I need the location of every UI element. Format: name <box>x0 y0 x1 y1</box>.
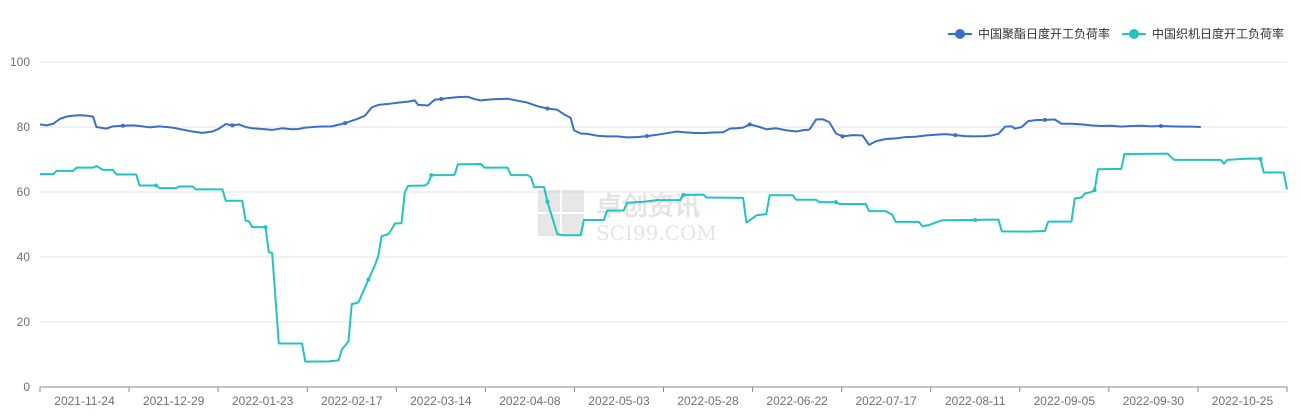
series-layer <box>39 95 1288 363</box>
y-tick-label: 0 <box>23 380 30 394</box>
series-point-1[interactable] <box>120 123 125 128</box>
series-point-2[interactable] <box>154 183 159 188</box>
x-tick-label: 2022-07-17 <box>855 394 917 408</box>
x-tick-label: 2022-08-11 <box>945 394 1006 408</box>
series-point-2[interactable] <box>1092 188 1097 193</box>
series-point-1[interactable] <box>1042 117 1047 122</box>
legend[interactable]: 中国聚酯日度开工负荷率 中国织机日度开工负荷率 <box>948 26 1284 41</box>
x-tick-label: 2022-09-05 <box>1034 394 1096 408</box>
x-tick-label: 2022-04-08 <box>499 394 561 408</box>
y-tick-label: 100 <box>10 55 30 69</box>
y-axis: 0 20 40 60 80 100 <box>10 55 30 394</box>
series-point-2[interactable] <box>833 200 838 205</box>
series-point-1[interactable] <box>840 134 845 139</box>
x-tick-label: 2022-05-28 <box>677 394 739 408</box>
legend-marker-icon <box>955 29 965 39</box>
series-point-1[interactable] <box>644 134 649 139</box>
x-tick-label: 2021-12-29 <box>143 394 205 408</box>
x-axis: 2021-11-24 2021-12-29 2022-01-23 2022-02-17… <box>39 386 1288 408</box>
series-point-2[interactable] <box>1258 156 1263 161</box>
series-point-1[interactable] <box>230 123 235 128</box>
series-point-2[interactable] <box>263 225 268 230</box>
x-tick-label: 2022-09-30 <box>1123 394 1185 408</box>
series-point-2[interactable] <box>366 277 371 282</box>
watermark-brand-en: SCI99.COM <box>596 221 717 245</box>
watermark: 卓创资讯 SCI99.COM <box>538 190 717 245</box>
x-tick-label: 2022-10-25 <box>1212 394 1274 408</box>
series-point-1[interactable] <box>1158 124 1163 129</box>
y-tick-label: 80 <box>17 120 31 134</box>
series-point-2[interactable] <box>973 217 978 222</box>
series-point-1[interactable] <box>747 122 752 127</box>
legend-label: 中国织机日度开工负荷率 <box>1152 26 1284 41</box>
x-tick-label: 2022-01-23 <box>232 394 294 408</box>
series-point-2[interactable] <box>429 173 434 178</box>
x-tick-label: 2021-11-24 <box>54 394 115 408</box>
legend-item-1[interactable]: 中国聚酯日度开工负荷率 <box>948 26 1110 41</box>
legend-item-2[interactable]: 中国织机日度开工负荷率 <box>1122 26 1284 41</box>
series-point-1[interactable] <box>439 97 444 102</box>
x-tick-label: 2022-02-17 <box>321 394 383 408</box>
x-tick-label: 2022-06-22 <box>766 394 828 408</box>
series-point-1[interactable] <box>953 133 958 138</box>
series-line-1[interactable] <box>39 95 1201 146</box>
legend-label: 中国聚酯日度开工负荷率 <box>978 26 1110 41</box>
x-tick-label: 2022-05-03 <box>588 394 650 408</box>
y-tick-label: 40 <box>17 250 31 264</box>
series-point-1[interactable] <box>343 121 348 126</box>
series-point-2[interactable] <box>681 192 686 197</box>
legend-marker-icon <box>1129 29 1139 39</box>
y-tick-label: 60 <box>17 185 31 199</box>
x-tick-label: 2022-03-14 <box>410 394 472 408</box>
series-point-1[interactable] <box>545 106 550 111</box>
y-tick-label: 20 <box>17 315 31 329</box>
series-line-2[interactable] <box>40 152 1288 363</box>
series-point-2[interactable] <box>545 199 550 204</box>
watermark-logo-icon <box>538 190 584 236</box>
